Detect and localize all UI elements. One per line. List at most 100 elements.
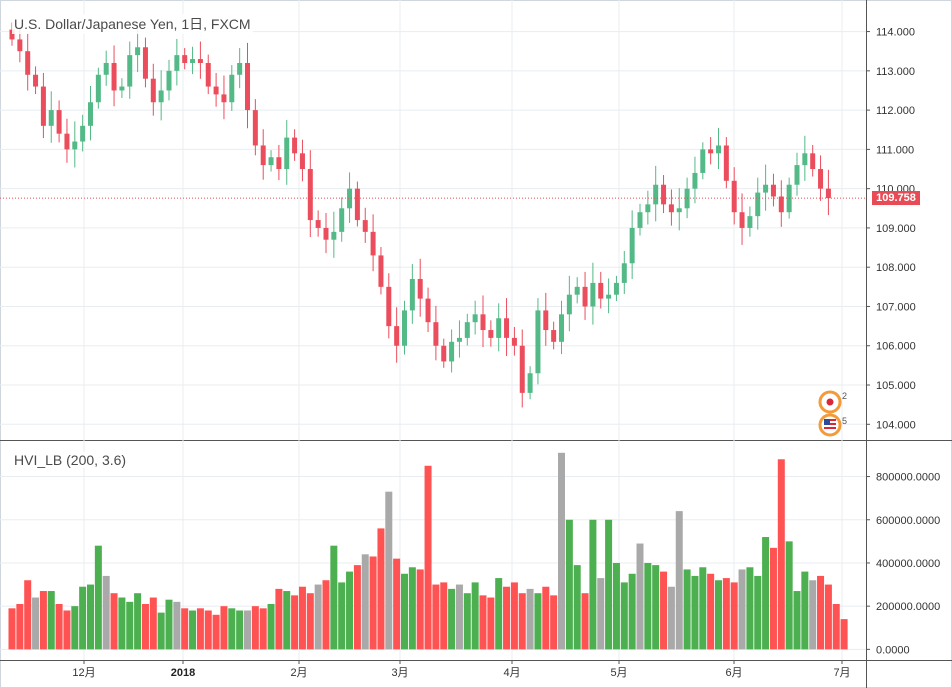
volume-bar [369, 556, 377, 650]
candle-body [598, 282, 604, 299]
candle [645, 190, 651, 225]
volume-bar [683, 569, 691, 650]
volume-bar [448, 588, 456, 650]
time-tick-label: 12月 [72, 667, 95, 679]
volume-bar [141, 604, 149, 650]
main-chart-title: U.S. Dollar/Japanese Yen, 1日, FXCM [12, 14, 253, 34]
volume-bar [118, 597, 126, 650]
volume-bar [573, 565, 581, 650]
candle-body [409, 278, 415, 311]
candle-body [708, 149, 714, 154]
candle [142, 37, 148, 88]
volume-bar [738, 569, 746, 650]
volume-bar [134, 593, 142, 650]
candle [245, 42, 250, 129]
volume-bar [754, 575, 762, 650]
volume-bar [565, 519, 573, 650]
candle [661, 175, 667, 214]
us-event-count: 5 [842, 416, 847, 426]
candle [559, 300, 564, 355]
volume-bar [283, 591, 291, 650]
volume-bar [338, 582, 346, 650]
candle [708, 137, 714, 165]
candle-body [716, 145, 721, 154]
candle-body [472, 314, 478, 323]
price-tick-label: 107.000 [876, 301, 916, 313]
candle-body [818, 169, 824, 189]
candle [268, 150, 274, 172]
volume-bar [510, 582, 518, 650]
volume-bar [157, 612, 165, 650]
candle [33, 66, 39, 95]
candle-body [621, 263, 627, 283]
volume-bar [518, 593, 526, 650]
candle-body [755, 192, 761, 217]
candle-body [182, 55, 188, 63]
candle-body [692, 172, 698, 189]
candle [778, 180, 784, 227]
candle-body [519, 345, 525, 393]
us-flag-icon[interactable] [818, 413, 842, 437]
candle-body [331, 231, 337, 240]
candle [739, 193, 745, 245]
volume-bar [597, 578, 605, 650]
volume-panel-title: HVI_LB (200, 3.6) [12, 452, 129, 468]
volume-bar [259, 608, 267, 650]
volume-bar [353, 565, 361, 650]
candle [456, 320, 462, 358]
volume-bar [840, 619, 848, 650]
candle [480, 295, 486, 348]
price-tick-label: 105.000 [876, 380, 916, 392]
candle [88, 86, 93, 141]
candle-body [770, 184, 776, 197]
candle [103, 50, 109, 86]
candle [127, 41, 133, 99]
candle-body [339, 208, 345, 232]
volume-bar [832, 604, 840, 650]
volume-bar [526, 588, 534, 650]
candle [574, 277, 580, 304]
candle-body [449, 341, 455, 362]
candle [504, 298, 510, 357]
candle-body [527, 373, 533, 393]
volume-bar [652, 565, 660, 650]
volume-bar [667, 586, 675, 650]
candle-body [135, 47, 141, 56]
candle-body [590, 282, 596, 307]
price-tick-label: 111.000 [876, 144, 914, 156]
volume-bar [267, 604, 275, 650]
candle [370, 214, 376, 272]
japan-flag-icon[interactable] [818, 390, 842, 414]
candle-body [668, 204, 674, 213]
candle [48, 91, 54, 143]
candle-body [347, 188, 353, 209]
candle [731, 167, 737, 225]
volume-bar [432, 584, 440, 650]
event-icons[interactable]: 2 5 [816, 388, 856, 438]
volume-bar [660, 571, 668, 650]
candle-body [150, 78, 156, 103]
volume-bar [824, 584, 832, 650]
volume-bar [63, 610, 71, 650]
candlestick-series [0, 22, 866, 408]
candle [276, 144, 282, 181]
candle [402, 300, 407, 355]
candle [535, 298, 541, 385]
volume-bar [24, 580, 32, 650]
candle-body [48, 110, 54, 126]
candle [449, 329, 455, 373]
candle [425, 287, 431, 333]
candle [292, 129, 298, 161]
volume-bar [762, 537, 770, 650]
candle [182, 48, 188, 70]
japan-event-count: 2 [842, 391, 847, 401]
volume-bar [471, 582, 479, 650]
candle [543, 292, 549, 346]
candle-body [464, 322, 470, 338]
volume-bar [212, 614, 220, 650]
candle [441, 338, 447, 368]
volume-tick-label: 400000.0000 [876, 558, 940, 570]
volume-bar [71, 606, 79, 650]
candle [95, 67, 101, 109]
candle [284, 120, 290, 185]
